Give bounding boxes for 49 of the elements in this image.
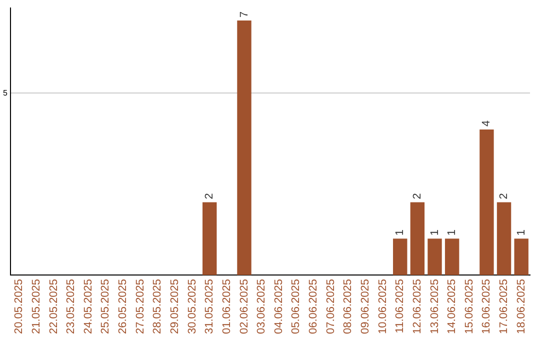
bar [202, 202, 217, 275]
x-tick-label: 09.06.2025 [360, 278, 372, 334]
data-label: 1 [446, 229, 458, 236]
x-tick-label: 30.05.2025 [186, 278, 198, 334]
x-tick-label: 27.05.2025 [134, 278, 146, 334]
x-tick-label: 06.06.2025 [308, 278, 320, 334]
bar [410, 202, 425, 275]
x-tick-label: 31.05.2025 [204, 278, 216, 334]
x-tick-label: 02.06.2025 [238, 278, 250, 334]
x-tick-label: 01.06.2025 [220, 278, 233, 334]
y-tick-label: 5 [2, 88, 8, 98]
data-label: 7 [238, 11, 250, 18]
x-tick-label: 18.06.2025 [515, 278, 528, 334]
bar [480, 130, 494, 275]
x-tick-label: 12.06.2025 [411, 278, 424, 334]
data-label: 1 [428, 229, 441, 236]
x-tick-label: 23.05.2025 [65, 278, 78, 334]
x-tick-label: 28.05.2025 [152, 278, 164, 334]
data-label: 2 [204, 193, 216, 200]
x-tick-label: 21.05.2025 [30, 278, 42, 334]
x-tick-label: 20.05.2025 [13, 278, 26, 334]
x-tick-label: 24.05.2025 [82, 278, 94, 334]
bar [444, 238, 460, 275]
x-tick-label: 14.06.2025 [446, 278, 458, 334]
x-tick-label: 17.06.2025 [498, 278, 510, 334]
data-label: 2 [411, 193, 424, 200]
bar [514, 238, 528, 275]
bar [237, 20, 252, 275]
x-tick-label: 08.06.2025 [342, 278, 354, 334]
bar [393, 238, 408, 275]
x-tick-label: 10.06.2025 [376, 278, 389, 334]
x-tick-label: 16.06.2025 [480, 278, 493, 334]
data-label: 2 [498, 193, 510, 200]
x-tick-label: 07.06.2025 [324, 278, 337, 334]
x-tick-label: 29.05.2025 [169, 278, 182, 334]
data-label: 1 [515, 229, 528, 236]
x-tick-label: 15.06.2025 [463, 278, 476, 334]
x-tick-label: 04.06.2025 [272, 278, 285, 334]
x-tick-label: 11.06.2025 [394, 278, 406, 334]
x-tick-label: 26.05.2025 [117, 278, 130, 334]
x-tick-label: 25.05.2025 [100, 278, 112, 334]
x-tick-label: 03.06.2025 [256, 278, 268, 334]
bar [496, 202, 512, 275]
x-tick-label: 05.06.2025 [290, 278, 302, 334]
data-label: 4 [480, 120, 493, 127]
x-tick-label: 13.06.2025 [428, 278, 441, 334]
data-label: 1 [394, 229, 406, 236]
bar [428, 238, 442, 275]
x-tick-label: 22.05.2025 [48, 278, 60, 334]
